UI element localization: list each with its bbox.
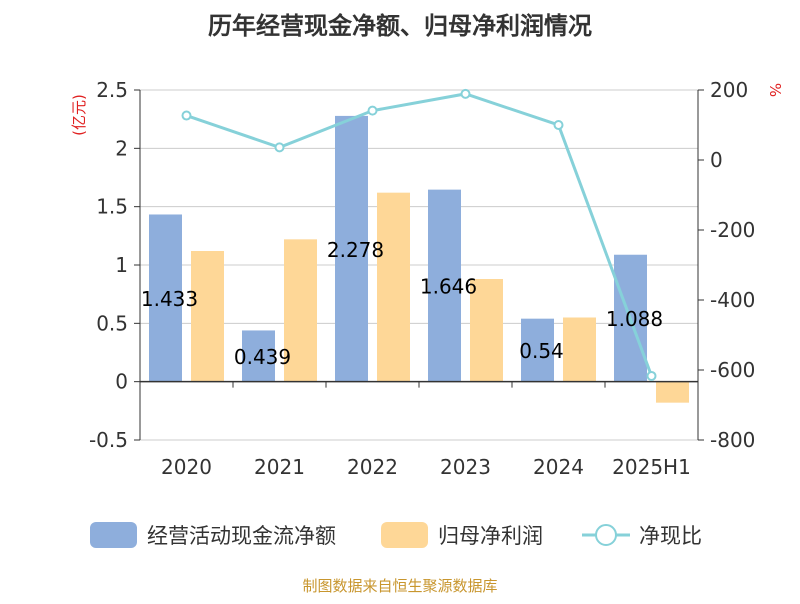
bar-layer [149, 115, 689, 403]
bar-net-profit [377, 192, 410, 382]
ratio-point [553, 120, 564, 130]
y-left-tick-label: 2.5 [96, 78, 128, 102]
x-tick-label: 2025H1 [612, 455, 691, 479]
y-right-unit-label: % [766, 83, 784, 97]
legend-swatch [381, 522, 428, 548]
bar-net-profit [284, 239, 317, 382]
ratio-point [367, 105, 378, 116]
bar-data-label: 1.433 [141, 287, 198, 311]
y-right-tick-label: 0 [710, 148, 723, 172]
bar-data-label: 2.278 [327, 238, 384, 262]
chart-title: 历年经营现金净额、归母净利润情况 [208, 12, 592, 40]
bar-net-profit [191, 251, 224, 382]
ratio-line-layer [181, 88, 657, 381]
x-tick-label: 2020 [161, 455, 212, 479]
legend-label: 净现比 [639, 524, 702, 548]
legend-swatch [90, 522, 137, 548]
ratio-point [274, 142, 285, 153]
y-left-tick-label: -0.5 [89, 428, 128, 452]
bar-operating-cash-flow [521, 318, 554, 382]
axes: -0.5 0 0.5 1 1.5 2 2.5 -800 -600 -400 -200 0 200 2020… [89, 78, 755, 479]
x-tick-label: 2024 [533, 455, 584, 479]
ratio-point [460, 88, 471, 99]
y-right-tick-label: -200 [710, 218, 755, 242]
y-right-tick-label: 200 [710, 78, 748, 102]
y-left-tick-label: 1 [115, 253, 128, 277]
y-right-tick-label: -600 [710, 358, 755, 382]
x-tick-label: 2022 [347, 455, 398, 479]
bar-data-label: 1.088 [606, 307, 663, 331]
y-left-unit-label: (亿元) [70, 94, 88, 136]
y-left-tick-label: 0.5 [96, 311, 128, 335]
bar-net-profit [470, 279, 503, 382]
y-right-tick-label: -800 [710, 428, 755, 452]
ratio-line [186, 92, 653, 377]
legend-label: 归母净利润 [438, 524, 543, 548]
bar-operating-cash-flow [428, 189, 461, 382]
bar-operating-cash-flow [242, 330, 275, 382]
footer-source: 制图数据来自恒生聚源数据库 [302, 577, 497, 595]
legend-label: 经营活动现金流净额 [147, 524, 336, 548]
ratio-point [181, 110, 192, 121]
x-tick-label: 2021 [254, 455, 305, 479]
x-tick-label: 2023 [440, 455, 491, 479]
ratio-point [646, 370, 657, 381]
y-left-tick-label: 0 [115, 370, 128, 394]
data-labels: 1.433 0.439 2.278 1.646 0.54 1.088 [141, 238, 663, 369]
bar-operating-cash-flow [335, 115, 368, 382]
y-left-tick-label: 2 [115, 136, 128, 160]
bar-net-profit [656, 381, 689, 403]
bar-net-profit [563, 317, 596, 382]
bar-data-label: 1.646 [420, 275, 477, 299]
bar-operating-cash-flow [149, 214, 182, 382]
legend: 经营活动现金流净额 归母净利润 净现比 [90, 522, 702, 548]
y-right-tick-label: -400 [710, 288, 755, 312]
bar-data-label: 0.439 [234, 345, 291, 369]
legend-marker [595, 524, 617, 546]
bar-data-label: 0.54 [519, 339, 564, 363]
y-left-tick-label: 1.5 [96, 195, 128, 219]
